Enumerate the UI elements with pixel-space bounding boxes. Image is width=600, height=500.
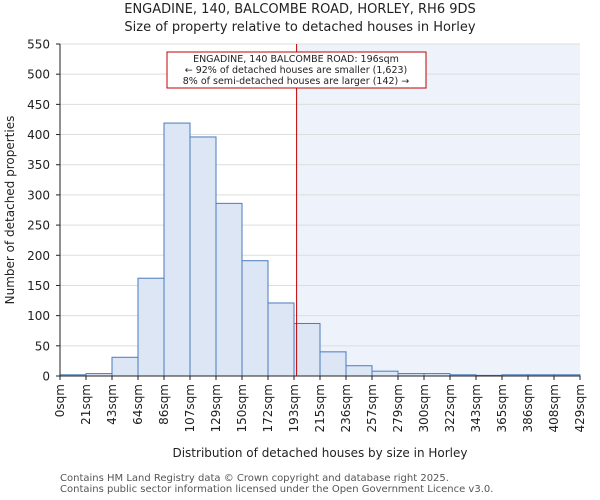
annotation-line-2: ← 92% of detached houses are smaller (1,… xyxy=(185,65,408,76)
annotation-line-1: ENGADINE, 140 BALCOMBE ROAD: 196sqm xyxy=(193,54,399,65)
x-tick-label: 408sqm xyxy=(547,384,561,432)
x-tick-label: 129sqm xyxy=(209,384,223,432)
x-tick-label: 86sqm xyxy=(157,384,171,425)
histogram-bar xyxy=(111,356,139,377)
x-tick-label: 172sqm xyxy=(261,384,275,432)
x-tick-label: 322sqm xyxy=(443,384,457,432)
x-tick-label: 365sqm xyxy=(495,384,509,432)
histogram-bar xyxy=(163,122,191,377)
histogram-bar xyxy=(319,351,347,377)
y-tick-label: 500 xyxy=(27,68,50,82)
x-tick-label: 150sqm xyxy=(235,384,249,432)
x-tick-label: 193sqm xyxy=(287,384,301,432)
x-tick-label: 257sqm xyxy=(365,384,379,432)
y-tick-label: 150 xyxy=(27,279,50,293)
y-axis-label: Number of detached properties xyxy=(3,116,17,305)
y-tick-label: 250 xyxy=(27,219,50,233)
x-tick-label: 343sqm xyxy=(469,384,483,432)
x-tick-label: 64sqm xyxy=(131,384,145,425)
y-tick-label: 450 xyxy=(27,98,50,112)
y-tick-label: 300 xyxy=(27,188,50,202)
histogram-bar xyxy=(137,277,165,377)
histogram-bar xyxy=(267,302,295,377)
y-tick-label: 0 xyxy=(42,370,50,384)
histogram-bar xyxy=(215,202,243,377)
y-tick-label: 350 xyxy=(27,158,50,172)
x-tick-label: 279sqm xyxy=(391,384,405,432)
x-tick-label: 429sqm xyxy=(573,384,587,432)
x-tick-label: 107sqm xyxy=(183,384,197,432)
x-tick-label: 43sqm xyxy=(105,384,119,425)
histogram-bar xyxy=(293,322,321,377)
annotation-box xyxy=(166,51,427,89)
y-tick-label: 100 xyxy=(27,309,50,323)
x-tick-label: 215sqm xyxy=(313,384,327,432)
x-tick-label: 21sqm xyxy=(79,384,93,425)
annotation-line-3: 8% of semi-detached houses are larger (1… xyxy=(183,76,410,87)
histogram-bar xyxy=(371,370,399,377)
y-tick-label: 400 xyxy=(27,128,50,142)
histogram-bar xyxy=(189,136,217,377)
larger-region-highlight xyxy=(296,44,580,376)
footer-copyright: Contains HM Land Registry data © Crown c… xyxy=(60,473,449,484)
y-tick-label: 550 xyxy=(27,38,50,52)
x-tick-label: 236sqm xyxy=(339,384,353,432)
histogram-bar xyxy=(241,260,269,377)
x-tick-label: 0sqm xyxy=(53,384,67,417)
chart-subtitle: Size of property relative to detached ho… xyxy=(124,20,476,35)
y-tick-label: 200 xyxy=(27,249,50,263)
y-tick-label: 50 xyxy=(35,339,50,353)
footer-licence: Contains public sector information licen… xyxy=(60,484,494,495)
x-tick-label: 300sqm xyxy=(417,384,431,432)
histogram-bar xyxy=(345,365,373,377)
x-axis-label: Distribution of detached houses by size … xyxy=(172,446,467,460)
chart-title: ENGADINE, 140, BALCOMBE ROAD, HORLEY, RH… xyxy=(124,2,476,17)
x-tick-label: 386sqm xyxy=(521,384,535,432)
